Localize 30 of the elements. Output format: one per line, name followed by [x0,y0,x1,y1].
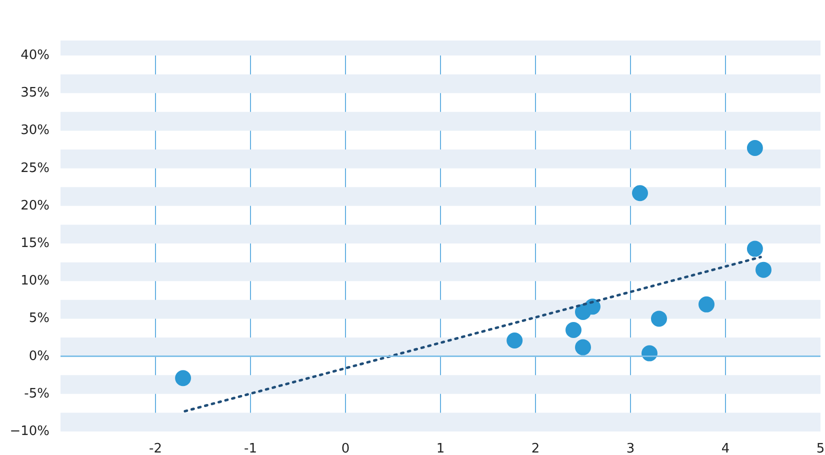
point [506,332,523,349]
point [698,296,714,312]
y-tick-label: -5% [24,386,50,402]
y-tick-label: 15% [20,236,50,252]
point [575,339,591,356]
point [566,322,582,338]
y-tick-label: −10% [10,424,50,439]
x-tick-label: 0 [341,442,350,455]
x-tick-label: -1 [244,442,257,455]
x-tick-label: 5 [816,442,825,455]
point [746,140,763,156]
y-tick-label: 40% [20,48,50,64]
y-tick-label: 0% [28,348,50,364]
y-tick-label: 20% [20,198,50,214]
point [746,240,763,257]
point [651,310,667,327]
x-tick-label: 4 [721,442,730,455]
y-tick-label: 25% [20,160,50,176]
y-tick-label: 10% [20,274,50,289]
y-tick-label: 30% [20,123,50,138]
point [756,262,772,278]
x-tick-label: -2 [149,442,162,455]
point [584,298,600,315]
y-tick-label: 35% [20,86,50,101]
point [632,185,648,202]
point [175,370,192,386]
x-tick-label: 1 [436,442,445,455]
y-tick-label: 5% [28,311,50,326]
x-tick-label: 2 [531,442,540,455]
x-tick-label: 3 [626,442,635,455]
